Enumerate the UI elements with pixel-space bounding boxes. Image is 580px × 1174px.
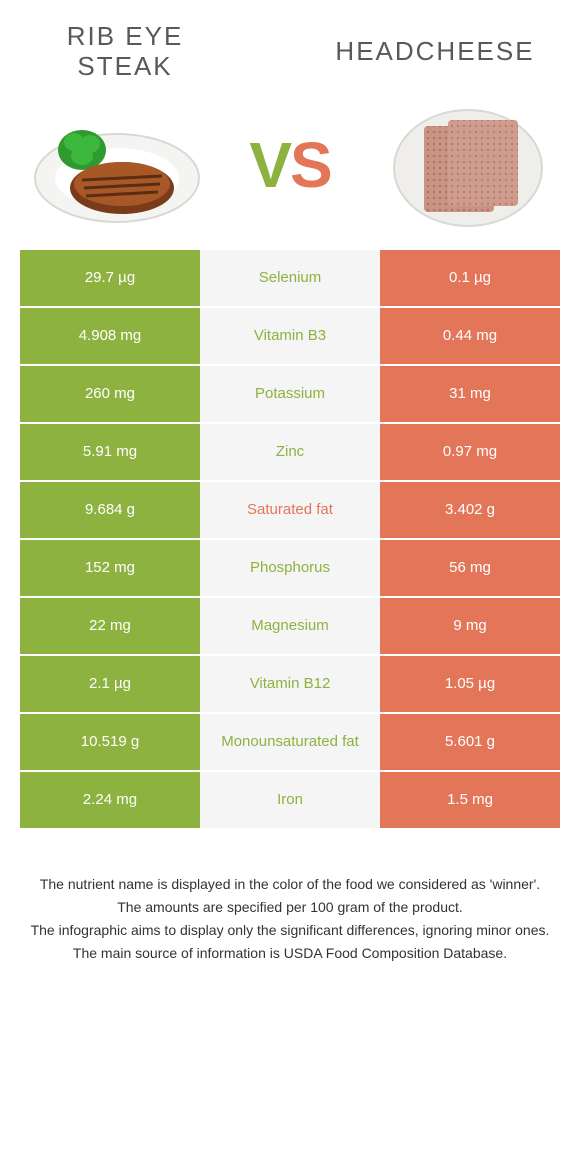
header: RIB EYE STEAK HEADCHEESE	[0, 0, 580, 90]
right-food-title: HEADCHEESE	[320, 36, 550, 67]
nutrient-label: Saturated fat	[200, 482, 380, 540]
footer-line: The nutrient name is displayed in the co…	[28, 874, 552, 895]
nutrient-label: Vitamin B3	[200, 308, 380, 366]
right-value: 0.44 mg	[380, 308, 560, 366]
table-row: 10.519 gMonounsaturated fat5.601 g	[20, 714, 560, 772]
table-row: 22 mgMagnesium9 mg	[20, 598, 560, 656]
left-value: 9.684 g	[20, 482, 200, 540]
vs-label: VS	[249, 128, 330, 202]
nutrient-label: Iron	[200, 772, 380, 830]
right-value: 56 mg	[380, 540, 560, 598]
footer-line: The main source of information is USDA F…	[28, 943, 552, 964]
table-row: 2.1 µgVitamin B121.05 µg	[20, 656, 560, 714]
left-food-image	[22, 100, 202, 230]
right-value: 1.05 µg	[380, 656, 560, 714]
table-row: 29.7 µgSelenium0.1 µg	[20, 250, 560, 308]
right-value: 0.97 mg	[380, 424, 560, 482]
footer-notes: The nutrient name is displayed in the co…	[0, 830, 580, 996]
table-row: 2.24 mgIron1.5 mg	[20, 772, 560, 830]
vs-s: S	[290, 129, 331, 201]
images-row: VS	[0, 90, 580, 250]
right-value: 1.5 mg	[380, 772, 560, 830]
nutrient-label: Selenium	[200, 250, 380, 308]
nutrient-label: Zinc	[200, 424, 380, 482]
nutrient-label: Phosphorus	[200, 540, 380, 598]
right-food-image	[378, 100, 558, 230]
nutrient-table: 29.7 µgSelenium0.1 µg4.908 mgVitamin B30…	[20, 250, 560, 830]
left-value: 4.908 mg	[20, 308, 200, 366]
right-value: 5.601 g	[380, 714, 560, 772]
left-value: 10.519 g	[20, 714, 200, 772]
left-value: 22 mg	[20, 598, 200, 656]
vs-v: V	[249, 129, 290, 201]
right-value: 31 mg	[380, 366, 560, 424]
left-food-title: RIB EYE STEAK	[30, 22, 220, 82]
right-value: 0.1 µg	[380, 250, 560, 308]
table-row: 5.91 mgZinc0.97 mg	[20, 424, 560, 482]
table-row: 4.908 mgVitamin B30.44 mg	[20, 308, 560, 366]
left-value: 260 mg	[20, 366, 200, 424]
nutrient-label: Vitamin B12	[200, 656, 380, 714]
left-value: 5.91 mg	[20, 424, 200, 482]
right-value: 9 mg	[380, 598, 560, 656]
table-row: 9.684 gSaturated fat3.402 g	[20, 482, 560, 540]
right-value: 3.402 g	[380, 482, 560, 540]
footer-line: The infographic aims to display only the…	[28, 920, 552, 941]
nutrient-label: Magnesium	[200, 598, 380, 656]
nutrient-label: Monounsaturated fat	[200, 714, 380, 772]
left-value: 2.24 mg	[20, 772, 200, 830]
left-value: 29.7 µg	[20, 250, 200, 308]
left-value: 152 mg	[20, 540, 200, 598]
table-row: 260 mgPotassium31 mg	[20, 366, 560, 424]
footer-line: The amounts are specified per 100 gram o…	[28, 897, 552, 918]
table-row: 152 mgPhosphorus56 mg	[20, 540, 560, 598]
left-value: 2.1 µg	[20, 656, 200, 714]
nutrient-label: Potassium	[200, 366, 380, 424]
